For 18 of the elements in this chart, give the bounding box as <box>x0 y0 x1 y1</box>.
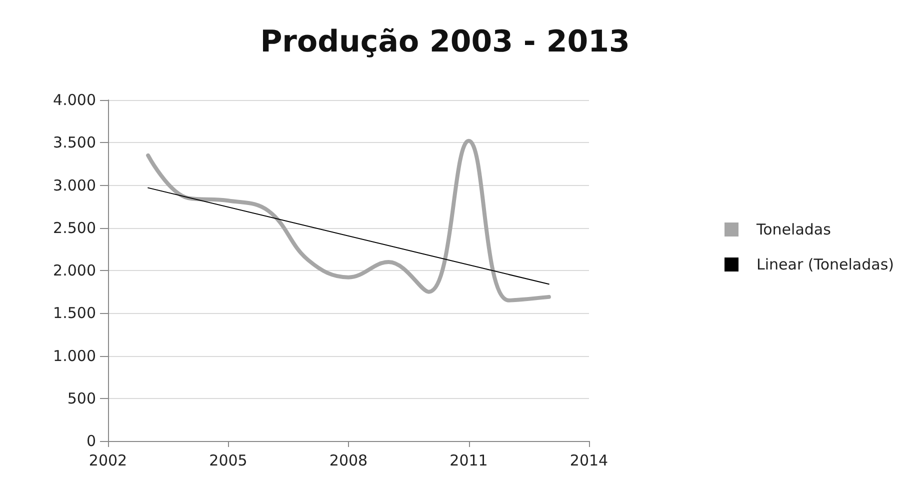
chart-title: Produção 2003 - 2013 <box>260 24 630 60</box>
y-tick-label: 1.500 <box>53 304 96 322</box>
y-tick-label: 3.500 <box>53 134 96 152</box>
x-tick-label: 2005 <box>209 452 248 470</box>
y-tick-label: 1.000 <box>53 346 96 365</box>
y-tick-label: 0 <box>86 432 96 450</box>
x-tick-label: 2002 <box>88 452 128 470</box>
legend-label: Linear (Toneladas) <box>756 256 894 274</box>
y-tick-label: 500 <box>67 389 96 408</box>
line-series <box>146 138 551 302</box>
x-tick-label: 2014 <box>570 452 608 470</box>
y-tick-label: 2.500 <box>53 218 96 237</box>
y-tick-label: 3.000 <box>53 176 96 194</box>
y-tick-label: 2.000 <box>53 262 96 280</box>
legend-label: Toneladas <box>755 220 832 238</box>
x-tick-label: 2011 <box>450 452 488 470</box>
y-tick-label: 4.000 <box>53 91 96 109</box>
x-tick-label: 2008 <box>329 452 368 470</box>
